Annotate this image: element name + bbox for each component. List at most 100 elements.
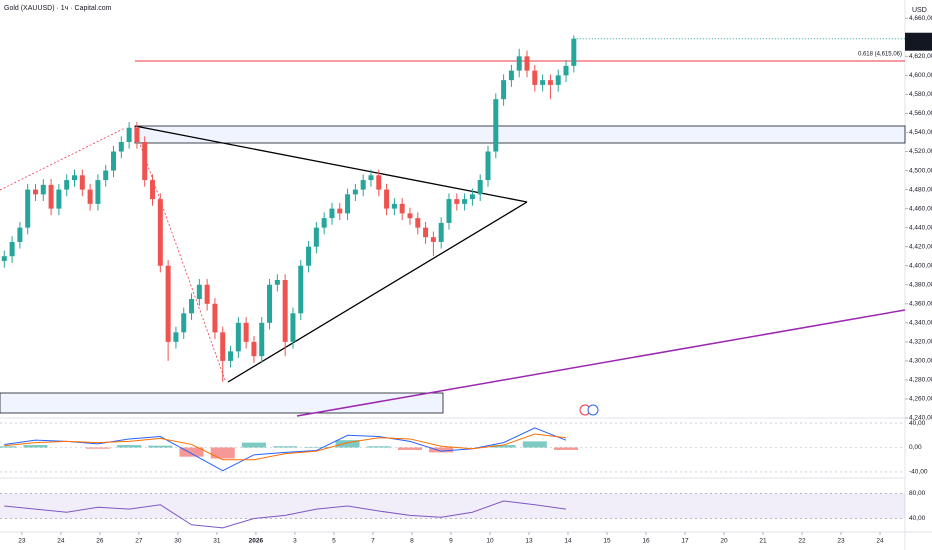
candle-body: [306, 246, 312, 266]
y-tick-label: 40,00: [909, 420, 926, 427]
candle-body: [17, 227, 23, 242]
dotted-line: [0, 127, 126, 191]
candle-body: [267, 284, 273, 323]
y-tick-label: 4,600,00: [909, 72, 932, 79]
histogram-bar: [210, 447, 235, 459]
candle-body: [56, 189, 62, 209]
x-tick-label: 14: [564, 538, 572, 545]
y-tick-label: 4,340,00: [909, 320, 932, 327]
y-tick-label: 0,00: [909, 444, 922, 451]
candle-body: [9, 241, 15, 257]
candle-body: [87, 189, 93, 204]
x-tick-label: 20: [720, 538, 728, 545]
event-icon[interactable]: [587, 404, 599, 416]
fib-label: 0,618 (4,615,06): [858, 52, 902, 58]
y-tick-label: 4,560,00: [909, 110, 932, 117]
histogram-bar: [0, 446, 17, 448]
candle-body: [134, 127, 140, 142]
candle-body: [547, 80, 553, 85]
x-tick-label: 7: [371, 538, 375, 545]
candle-body: [368, 175, 374, 181]
candle-body: [446, 199, 452, 223]
trend-line: [296, 309, 906, 417]
y-tick-label: 4,320,00: [909, 339, 932, 346]
x-tick-label: 21: [759, 538, 767, 545]
x-tick-label: 17: [681, 538, 689, 545]
histogram-bar: [117, 445, 142, 448]
triangle-line: [227, 201, 528, 383]
x-tick-label: 2026: [249, 538, 264, 545]
y-tick-label: 4,460,00: [909, 205, 932, 212]
candle-body: [501, 80, 507, 100]
x-tick-label: 15: [603, 538, 611, 545]
candle-body: [251, 341, 257, 357]
candle-body: [48, 184, 54, 209]
x-tick-label: 3: [293, 538, 297, 545]
y-tick-label: 4,480,00: [909, 186, 932, 193]
last-price-label: 4,638,51: [907, 34, 932, 41]
candle-body: [477, 180, 483, 195]
candle-body: [360, 180, 366, 190]
histogram-bar: [366, 446, 391, 448]
histogram-bar: [491, 445, 516, 448]
candle-body: [493, 99, 499, 152]
candle-body: [72, 175, 78, 181]
candle-body: [407, 213, 413, 219]
candle-body: [165, 265, 171, 342]
y-tick-label: 4,620,00: [909, 53, 932, 60]
chart-title: Gold (XAUUSD) · 1ч · Capital.com: [4, 5, 112, 12]
candle-body: [415, 218, 421, 228]
candle-body: [173, 332, 179, 342]
candle-body: [25, 189, 31, 228]
x-tick-label: 13: [525, 538, 533, 545]
y-tick-label: 4,300,00: [909, 358, 932, 365]
y-tick-label: 4,280,00: [909, 377, 932, 384]
candle-body: [384, 189, 390, 209]
x-tick-label: 31: [213, 538, 221, 545]
histogram-bar: [23, 445, 48, 448]
y-tick-label: 4,400,00: [909, 262, 932, 269]
candle-body: [376, 175, 382, 190]
histogram-bar: [85, 447, 110, 449]
y-tick-label: 4,520,00: [909, 148, 932, 155]
candle-body: [228, 351, 234, 361]
candle-body: [352, 189, 358, 195]
x-tick-label: 16: [642, 538, 650, 545]
x-tick-label: 24: [57, 538, 65, 545]
candle-body: [313, 227, 319, 247]
y-tick-label: 4,240,00: [909, 415, 932, 422]
candle-body: [430, 237, 436, 242]
candle-body: [243, 322, 249, 342]
x-tick-label: 27: [135, 538, 143, 545]
candle-body: [298, 265, 304, 314]
candle-body: [524, 56, 530, 71]
histogram-bar: [273, 446, 298, 448]
histogram-bar: [429, 447, 454, 453]
y-tick-label: -40,00: [909, 469, 928, 476]
dotted-line: [134, 129, 226, 381]
y-tick-label: 4,580,00: [909, 91, 932, 98]
zone: [134, 125, 906, 144]
x-tick-label: 23: [18, 538, 26, 545]
candle-body: [469, 194, 475, 200]
histogram-bar: [397, 447, 422, 450]
candle-body: [79, 175, 85, 190]
y-tick-label: 4,360,00: [909, 301, 932, 308]
candle-body: [555, 75, 561, 85]
y-tick-label: 4,420,00: [909, 243, 932, 250]
last-price-tag: [905, 32, 932, 51]
candle-body: [103, 170, 109, 181]
histogram-bar: [522, 441, 547, 448]
x-tick-label: 5: [332, 538, 336, 545]
y-tick-label: 4,540,00: [909, 129, 932, 136]
candle-body: [64, 180, 70, 190]
x-tick-label: 24: [876, 538, 884, 545]
candle-body: [32, 189, 38, 195]
candle-body: [321, 218, 327, 228]
candle-body: [95, 180, 101, 204]
histogram-bar: [335, 440, 360, 448]
countdown: 46:14: [907, 43, 923, 49]
candle-body: [181, 313, 187, 333]
